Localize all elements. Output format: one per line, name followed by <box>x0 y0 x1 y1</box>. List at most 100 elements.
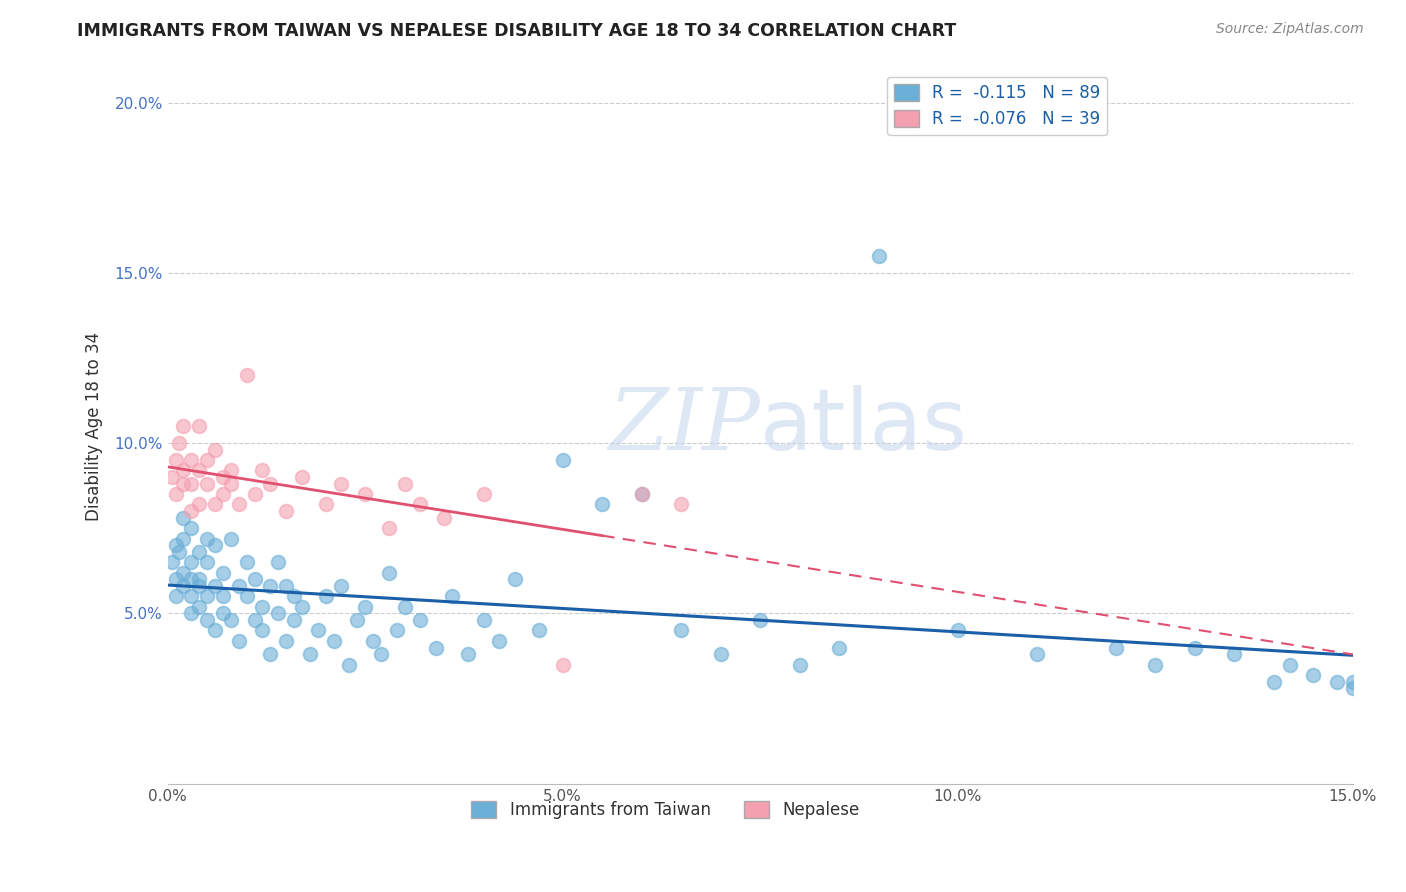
Point <box>219 613 242 627</box>
Point <box>172 579 194 593</box>
Point <box>789 657 811 672</box>
Point <box>283 590 305 604</box>
Point <box>195 613 218 627</box>
Point <box>165 453 187 467</box>
Point <box>291 599 314 614</box>
Point <box>354 487 377 501</box>
Point <box>188 599 211 614</box>
Point <box>172 566 194 580</box>
Point <box>276 633 298 648</box>
Point <box>172 477 194 491</box>
Text: atlas: atlas <box>761 384 969 467</box>
Point <box>172 463 194 477</box>
Point <box>180 477 202 491</box>
Point <box>591 498 613 512</box>
Point <box>195 555 218 569</box>
Point <box>1326 674 1348 689</box>
Point <box>630 487 652 501</box>
Point <box>425 640 447 655</box>
Point <box>243 573 266 587</box>
Point <box>172 419 194 434</box>
Point <box>212 607 235 621</box>
Point <box>330 477 353 491</box>
Point <box>219 477 242 491</box>
Point <box>503 573 526 587</box>
Point <box>1105 640 1128 655</box>
Point <box>165 538 187 552</box>
Point <box>868 249 890 263</box>
Point <box>188 579 211 593</box>
Point <box>165 487 187 501</box>
Point <box>1278 657 1301 672</box>
Point <box>160 470 183 484</box>
Point <box>188 498 211 512</box>
Point <box>370 648 392 662</box>
Point <box>259 579 281 593</box>
Point <box>1144 657 1167 672</box>
Point <box>180 573 202 587</box>
Point <box>346 613 368 627</box>
Point <box>1341 681 1364 696</box>
Point <box>180 590 202 604</box>
Point <box>488 633 510 648</box>
Point <box>228 579 250 593</box>
Point <box>354 599 377 614</box>
Point <box>472 613 495 627</box>
Point <box>322 633 344 648</box>
Point <box>212 566 235 580</box>
Point <box>204 624 226 638</box>
Point <box>433 511 456 525</box>
Point <box>212 470 235 484</box>
Point <box>180 607 202 621</box>
Point <box>212 487 235 501</box>
Text: IMMIGRANTS FROM TAIWAN VS NEPALESE DISABILITY AGE 18 TO 34 CORRELATION CHART: IMMIGRANTS FROM TAIWAN VS NEPALESE DISAB… <box>77 22 956 40</box>
Point <box>361 633 384 648</box>
Point <box>243 613 266 627</box>
Point <box>1223 648 1246 662</box>
Point <box>315 590 337 604</box>
Point <box>276 579 298 593</box>
Point <box>337 657 360 672</box>
Point <box>180 521 202 535</box>
Point <box>204 538 226 552</box>
Point <box>527 624 550 638</box>
Point <box>228 633 250 648</box>
Point <box>298 648 321 662</box>
Point <box>160 555 183 569</box>
Point <box>749 613 772 627</box>
Point <box>252 599 274 614</box>
Point <box>188 573 211 587</box>
Point <box>172 511 194 525</box>
Point <box>315 498 337 512</box>
Point <box>551 453 574 467</box>
Point <box>195 532 218 546</box>
Point <box>259 477 281 491</box>
Point <box>828 640 851 655</box>
Point <box>307 624 329 638</box>
Point <box>669 498 692 512</box>
Point <box>165 573 187 587</box>
Point <box>291 470 314 484</box>
Point <box>252 624 274 638</box>
Point <box>1302 667 1324 681</box>
Point <box>235 590 257 604</box>
Point <box>212 590 235 604</box>
Legend: Immigrants from Taiwan, Nepalese: Immigrants from Taiwan, Nepalese <box>464 794 866 825</box>
Text: ZIP: ZIP <box>609 384 761 467</box>
Point <box>378 521 401 535</box>
Point <box>441 590 464 604</box>
Point <box>630 487 652 501</box>
Point <box>169 436 191 450</box>
Point <box>195 453 218 467</box>
Point <box>188 419 211 434</box>
Point <box>243 487 266 501</box>
Point <box>180 504 202 518</box>
Point <box>946 624 969 638</box>
Point <box>188 545 211 559</box>
Point <box>710 648 733 662</box>
Point <box>180 555 202 569</box>
Point <box>180 453 202 467</box>
Point <box>219 532 242 546</box>
Point <box>228 498 250 512</box>
Point <box>235 368 257 382</box>
